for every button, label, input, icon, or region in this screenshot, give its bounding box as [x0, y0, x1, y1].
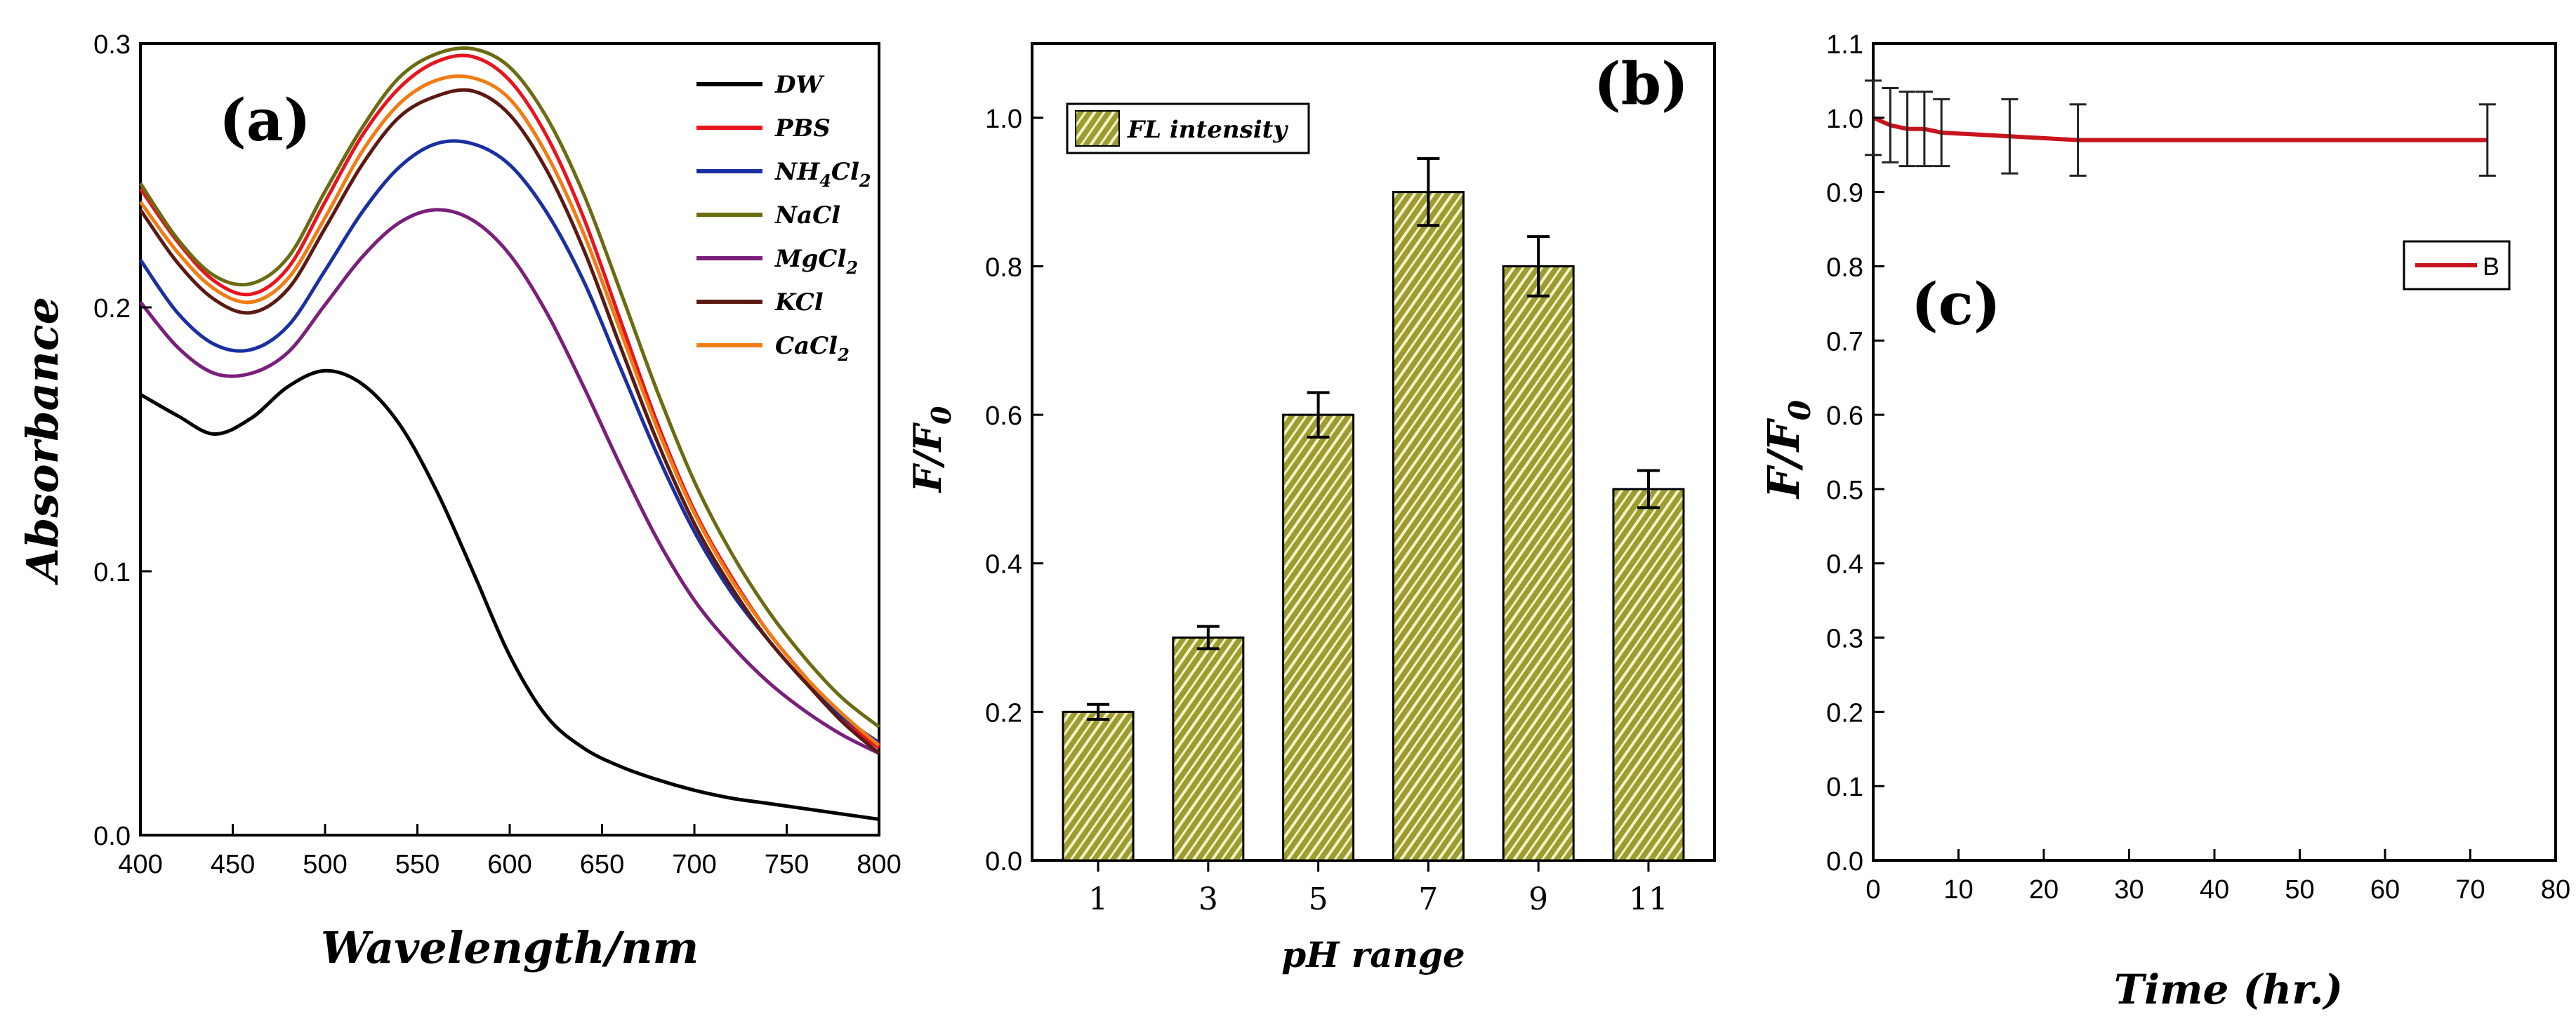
panel-a-x-tick-label: 550 [395, 850, 440, 879]
panel-a-legend-label-kcl: KCl [774, 288, 824, 317]
panel-a-absorbance-chart: 400 450 500 550 600 650 700 750 800 0.0 0.1 0.2 0.3… [17, 30, 901, 973]
panel-b-bar-ph-5 [1282, 413, 1355, 862]
panel-c-y-tick-label: 0.4 [1826, 550, 1863, 580]
panel-b-y-tick-label: 0.0 [985, 847, 1022, 877]
panel-a-series-dw [139, 368, 880, 821]
panel-a-series-mgcl [139, 208, 880, 755]
panel-a-y-tick-label: 0.0 [93, 822, 131, 851]
panel-c-y-tick-label: 0.8 [1826, 253, 1863, 282]
panel-c-x-tick-label: 20 [2029, 875, 2059, 905]
panel-b-bar-ph-11 [1612, 488, 1685, 862]
panel-a-series-nacl [138, 46, 880, 728]
panel-a-x-tick-label: 450 [211, 850, 255, 879]
panel-a-x-tick-label: 700 [672, 850, 716, 879]
panel-b-plot-frame [1031, 42, 1716, 862]
panel-c-y-tick-label: 0.2 [1826, 698, 1863, 728]
panel-c-y-tick-label: 0.0 [1826, 847, 1863, 877]
panel-a-x-tick-label: 800 [857, 850, 901, 879]
panel-c-y-tick-label: 0.1 [1826, 773, 1863, 802]
panel-a-legend-label-nacl: NaCl [774, 201, 840, 229]
panel-b-x-tick-label: 9 [1528, 881, 1548, 917]
panel-a-y-tick-label: 0.1 [93, 558, 131, 587]
panel-b-x-tick-label: 5 [1309, 881, 1328, 917]
svg-text:F/F0: F/F0 [1758, 400, 1817, 500]
panel-b-x-tick-label: 3 [1198, 881, 1218, 917]
panel-b-y-tick-label: 0.8 [985, 253, 1022, 282]
panel-a-series-kcl [138, 88, 880, 755]
panel-b-y-label-subscript: 0 [925, 406, 957, 425]
panel-c-x-tick-label: 0 [1865, 875, 1880, 905]
panel-a-legend-label-cacl: CaCl2 [775, 332, 850, 365]
panel-b-y-tick-label: 1.0 [985, 105, 1022, 134]
panel-c-legend-label: B [2483, 252, 2499, 281]
panel-c-x-tick-label: 80 [2541, 875, 2570, 905]
panel-b-y-axis-label: F/F0 [905, 406, 957, 493]
panel-c-y-tick-label: 0.7 [1826, 327, 1863, 357]
panel-c-y-tick-label: 0.6 [1826, 401, 1863, 431]
panel-a-legend-label-mgcl: MgCl2 [774, 245, 858, 278]
panel-c-x-axis-label: Time (hr.) [2114, 966, 2343, 1013]
panel-a-y-axis-label: Absorbance [17, 297, 68, 585]
panel-b-x-tick-label: 7 [1418, 881, 1438, 917]
panel-a-x-tick-label: 500 [303, 850, 347, 879]
panel-b-bar-ph-3 [1172, 637, 1245, 862]
panel-b-label: (b) [1594, 51, 1689, 118]
panel-c-x-tick-label: 30 [2114, 875, 2144, 905]
panel-b-bar-ph-9 [1502, 265, 1575, 862]
panel-b-legend-label: FL intensity [1127, 116, 1288, 144]
panel-c-plot-frame [1872, 42, 2557, 862]
panel-a-y-tick-label: 0.3 [93, 30, 131, 60]
panel-a-legend-label-nh: NH4Cl2 [774, 158, 871, 191]
panel-a-series-cacl [138, 74, 880, 747]
panel-a-y-tick-label: 0.2 [93, 294, 131, 324]
panel-b-y-tick-label: 0.6 [985, 401, 1022, 431]
panel-c-x-tick-label: 40 [2200, 875, 2229, 905]
panel-c-y-tick-label: 0.9 [1826, 179, 1863, 208]
panel-c-x-tick-label: 70 [2455, 875, 2485, 905]
panel-a-label: (a) [219, 87, 311, 154]
panel-a-x-tick-label: 600 [487, 850, 531, 879]
panel-b-bar-ph-7 [1392, 191, 1465, 862]
panel-c-x-tick-label: 60 [2370, 875, 2400, 905]
panel-a-x-tick-label: 400 [118, 850, 162, 879]
panel-b-x-axis-label: pH range [1281, 934, 1465, 975]
panel-b-y-tick-label: 0.2 [985, 698, 1022, 728]
panel-c-y-tick-label: 1.0 [1826, 105, 1863, 134]
panel-b-legend: FL intensity [1066, 102, 1310, 154]
panel-b-x-tick-label: 1 [1088, 881, 1108, 917]
panel-c-y-tick-label: 1.1 [1826, 30, 1863, 60]
panel-a-x-tick-label: 750 [765, 850, 809, 879]
svg-text:F/F0: F/F0 [905, 406, 957, 493]
panel-a-plot-frame [139, 42, 880, 837]
panel-c-y-label-main: F/F [1758, 418, 1809, 500]
panel-c-stability-chart: 0 10 20 30 40 50 60 70 80 0.0 0.1 0.2 0.3 0.4 0.5 0.6 0… [1758, 30, 2570, 1013]
panel-a-series-pbs [138, 53, 880, 749]
panel-b-y-tick-label: 0.4 [985, 550, 1022, 580]
panel-c-legend: B [2403, 240, 2511, 291]
panel-c-y-label-subscript: 0 [1783, 400, 1817, 420]
panel-c-y-tick-label: 0.3 [1826, 625, 1863, 654]
panel-c-y-tick-label: 0.5 [1826, 476, 1863, 505]
panel-a-legend-label-dw: DW [774, 71, 824, 99]
panel-b-x-tick-label: 11 [1629, 881, 1668, 917]
panel-a-legend-label-pbs: PBS [774, 114, 831, 142]
panel-b-bar-ph-1 [1062, 710, 1135, 862]
panel-b-ph-bar-chart: 1 3 5 7 9 11 0.0 0.2 0.4 0.6 0.8 1.0 (b) FL intens… [905, 42, 1716, 975]
panel-b-y-label-main: F/F [905, 422, 950, 493]
panel-a-x-axis-label: Wavelength/nm [321, 922, 699, 973]
panel-c-x-tick-label: 10 [1943, 875, 1973, 905]
panel-a-x-tick-label: 650 [580, 850, 624, 879]
panel-c-label: (c) [1911, 271, 2001, 338]
panel-c-x-tick-label: 50 [2285, 875, 2314, 905]
panel-c-y-axis-label: F/F0 [1758, 400, 1817, 500]
panel-c-series-b-line [1872, 116, 2488, 142]
panel-b-legend-swatch [1075, 110, 1120, 147]
